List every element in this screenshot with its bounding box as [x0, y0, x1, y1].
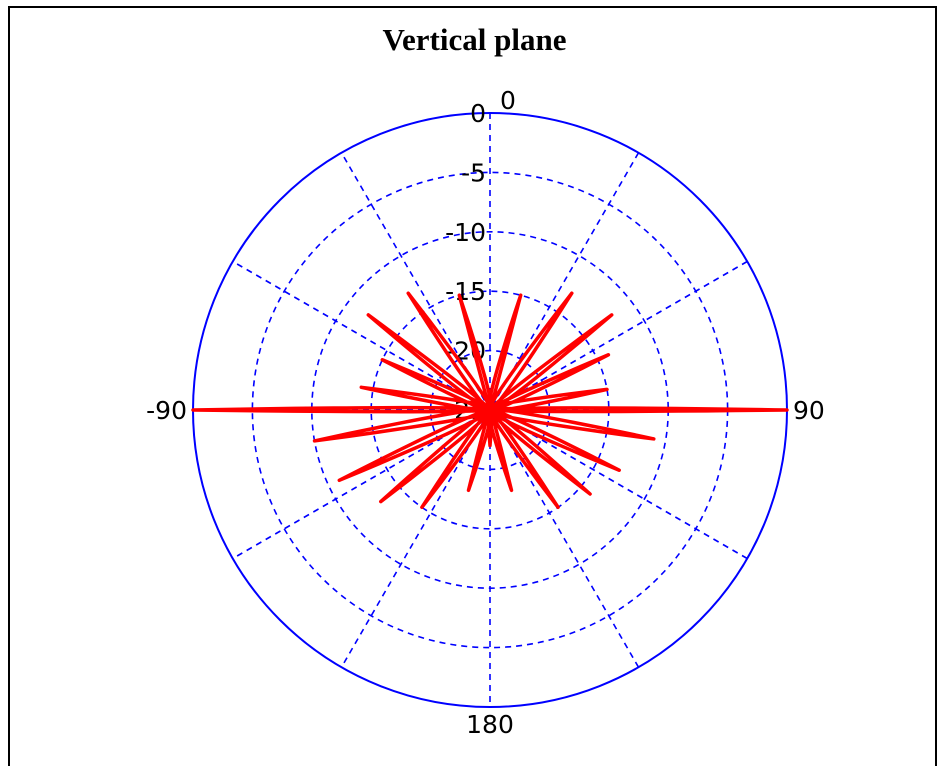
angle-label: 90 — [793, 396, 825, 425]
radiation-pattern-series — [191, 291, 789, 510]
chart-frame: Vertical plane — [8, 6, 937, 766]
radial-tick-label: 0 — [470, 99, 486, 128]
radial-tick-label: -15 — [445, 277, 486, 306]
chart-title: Vertical plane — [382, 22, 567, 57]
angle-labels: 0 90 180 -90 — [146, 86, 825, 739]
radial-tick-label: -5 — [461, 158, 486, 187]
radial-tick-label: -10 — [445, 218, 486, 247]
angle-label: 0 — [500, 86, 516, 115]
angle-label: -90 — [146, 396, 187, 425]
angle-label: 180 — [466, 710, 514, 739]
